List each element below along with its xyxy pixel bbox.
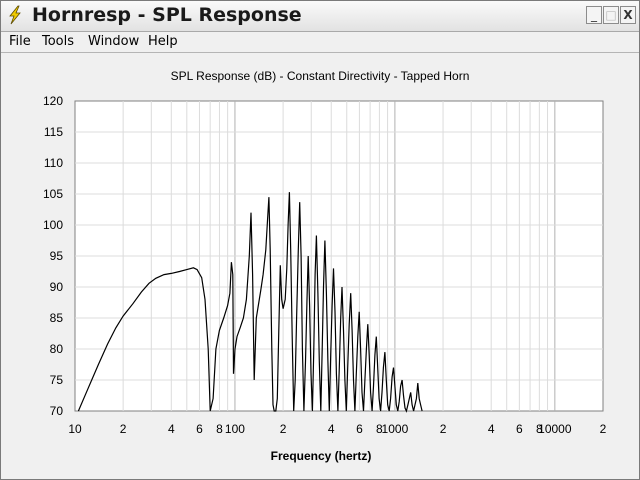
y-tick-label: 110 — [44, 156, 63, 170]
y-tick-label: 120 — [43, 94, 63, 108]
y-tick-label: 75 — [50, 373, 64, 387]
menu-help[interactable]: Help — [148, 34, 178, 49]
close-button[interactable]: X — [620, 6, 636, 24]
lightning-bolt-icon — [9, 5, 21, 25]
y-tick-label: 80 — [50, 342, 64, 356]
x-tick-label: 6 — [196, 422, 203, 436]
title-bar[interactable]: Hornresp - SPL Response _ □ X — [1, 1, 639, 32]
grid-lines — [75, 101, 603, 411]
x-tick-label: 8 — [216, 422, 223, 436]
x-tick-label: 8 — [536, 422, 543, 436]
x-tick-label: 10 — [68, 422, 82, 436]
x-tick-label: 2 — [280, 422, 287, 436]
y-tick-label: 115 — [44, 125, 63, 139]
y-tick-label: 85 — [50, 311, 64, 325]
x-tick-label: 6 — [356, 422, 363, 436]
spl-response-chart: SPL Response (dB) - Constant Directivity… — [43, 69, 607, 463]
x-tick-label: 10000 — [538, 422, 572, 436]
x-tick-label: 100 — [225, 422, 245, 436]
chart-title: SPL Response (dB) - Constant Directivity… — [171, 69, 470, 83]
y-tick-label: 100 — [43, 218, 63, 232]
window-title: Hornresp - SPL Response — [32, 4, 302, 26]
x-tick-label: 6 — [516, 422, 523, 436]
spl-curve — [77, 192, 423, 413]
x-tick-label: 2 — [600, 422, 607, 436]
y-tick-label: 70 — [50, 404, 64, 418]
x-tick-label: 8 — [376, 422, 383, 436]
x-tick-label: 1000 — [382, 422, 409, 436]
x-tick-label: 4 — [488, 422, 495, 436]
menu-bar: File Tools Window Help — [1, 32, 639, 53]
maximize-button[interactable]: □ — [603, 6, 619, 24]
x-tick-label: 4 — [328, 422, 335, 436]
x-tick-label: 2 — [120, 422, 127, 436]
x-tick-label: 2 — [440, 422, 447, 436]
x-tick-label: 4 — [168, 422, 175, 436]
y-tick-label: 95 — [50, 249, 64, 263]
menu-tools[interactable]: Tools — [42, 34, 75, 49]
menu-file[interactable]: File — [9, 34, 31, 49]
y-tick-label: 105 — [43, 187, 63, 201]
menu-window[interactable]: Window — [88, 34, 140, 49]
y-axis-labels: 70 75 80 85 90 95 100 105 110 115 120 — [43, 94, 63, 418]
minimize-button[interactable]: _ — [586, 6, 602, 24]
y-tick-label: 90 — [50, 280, 64, 294]
x-axis-label: Frequency (hertz) — [271, 449, 372, 463]
